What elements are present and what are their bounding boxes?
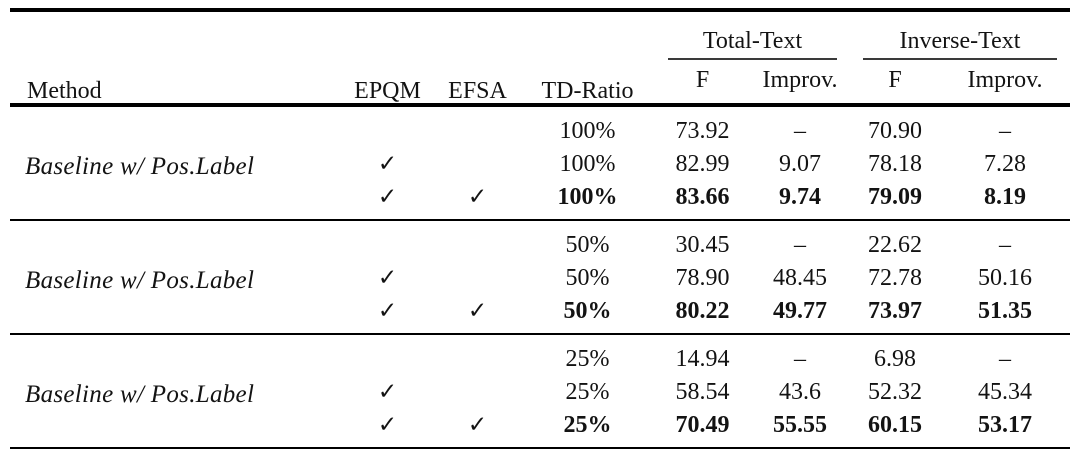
epqm-check: ✓ <box>377 265 398 290</box>
total-improv-cell: – <box>794 231 806 258</box>
group-td-25: Baseline w/ Pos.Label 25% 14.94 – 6.98 –… <box>10 334 1070 449</box>
epqm-check <box>340 105 435 147</box>
total-text-label: Total-Text <box>668 27 837 60</box>
inverse-text-label: Inverse-Text <box>863 27 1057 60</box>
epqm-check: ✓ <box>377 184 398 209</box>
total-improv-cell: 9.07 <box>779 150 821 177</box>
efsa-check <box>435 220 520 261</box>
inverse-improv-cell: 8.19 <box>984 183 1026 210</box>
total-f-cell: 82.99 <box>675 150 730 177</box>
total-f-cell: 83.66 <box>675 183 730 210</box>
col-group-total-text: Total-Text <box>655 10 850 60</box>
total-improv-cell: 43.6 <box>779 378 821 405</box>
total-improv-cell: 55.55 <box>773 411 827 438</box>
col-header-total-f: F <box>695 66 710 93</box>
col-header-efsa: EFSA <box>448 78 507 104</box>
total-f-cell: 70.49 <box>675 411 730 438</box>
td-ratio-cell: 25% <box>565 378 610 405</box>
td-ratio-cell: 25% <box>565 345 610 372</box>
col-group-inverse-text: Inverse-Text <box>850 10 1070 60</box>
td-ratio-cell: 25% <box>563 411 612 438</box>
td-ratio-cell: 50% <box>565 231 610 258</box>
table-row: Baseline w/ Pos.Label 50% 30.45 – 22.62 … <box>10 220 1070 294</box>
inverse-f-cell: 72.78 <box>868 264 922 291</box>
total-improv-cell: – <box>794 117 806 144</box>
table-row: Baseline w/ Pos.Label 25% 14.94 – 6.98 – <box>10 334 1070 407</box>
table-row: ✓ 100% 82.99 9.07 78.18 7.28 <box>10 147 1070 180</box>
inverse-f-cell: 70.90 <box>868 117 922 144</box>
epqm-check: ✓ <box>377 298 398 323</box>
td-ratio-cell: 50% <box>565 264 610 291</box>
inverse-f-cell: 78.18 <box>868 150 922 177</box>
table-row: ✓ 50% 78.90 48.45 72.78 50.16 <box>10 261 1070 294</box>
ablation-results-table: Method EPQM EFSA TD-Ratio Total-Text Inv… <box>10 8 1070 449</box>
col-header-inverse-f: F <box>888 66 902 93</box>
total-f-cell: 14.94 <box>675 345 730 372</box>
epqm-check <box>340 334 435 375</box>
td-ratio-cell: 100% <box>557 183 618 210</box>
td-ratio-cell: 100% <box>559 117 616 144</box>
method-cell: Baseline w/ Pos.Label <box>25 267 255 294</box>
efsa-check: ✓ <box>467 184 488 209</box>
inverse-f-cell: 79.09 <box>868 183 922 210</box>
total-improv-cell: 9.74 <box>779 183 821 210</box>
inverse-f-cell: 52.32 <box>868 378 922 405</box>
total-f-cell: 78.90 <box>675 264 730 291</box>
inverse-improv-cell: 53.17 <box>978 411 1032 438</box>
method-cell: Baseline w/ Pos.Label <box>25 381 255 408</box>
epqm-check: ✓ <box>377 379 398 404</box>
table-row: Baseline w/ Pos.Label 100% 73.92 – 70.90… <box>10 105 1070 180</box>
epqm-check: ✓ <box>377 151 398 176</box>
col-header-inverse-improv: Improv. <box>967 66 1043 93</box>
efsa-check <box>435 147 520 180</box>
efsa-check: ✓ <box>467 412 488 437</box>
inverse-improv-cell: 7.28 <box>984 150 1026 177</box>
inverse-f-cell: 22.62 <box>868 231 922 258</box>
col-header-method: Method <box>27 78 102 104</box>
inverse-f-cell: 60.15 <box>868 411 922 438</box>
total-improv-cell: 49.77 <box>773 297 827 324</box>
inverse-improv-cell: 50.16 <box>978 264 1032 291</box>
epqm-check: ✓ <box>377 412 398 437</box>
inverse-improv-cell: 51.35 <box>978 297 1032 324</box>
inverse-improv-cell: 45.34 <box>978 378 1032 405</box>
epqm-check <box>340 220 435 261</box>
efsa-check <box>435 375 520 408</box>
inverse-improv-cell: – <box>999 117 1011 144</box>
efsa-check <box>435 105 520 147</box>
total-f-cell: 73.92 <box>675 117 730 144</box>
group-td-50: Baseline w/ Pos.Label 50% 30.45 – 22.62 … <box>10 220 1070 334</box>
inverse-f-cell: 73.97 <box>868 297 922 324</box>
table-row-best: ✓ ✓ 50% 80.22 49.77 73.97 51.35 <box>10 294 1070 334</box>
table-row: ✓ 25% 58.54 43.6 52.32 45.34 <box>10 375 1070 408</box>
efsa-check <box>435 261 520 294</box>
total-improv-cell: 48.45 <box>773 264 827 291</box>
table-row-best: ✓ ✓ 25% 70.49 55.55 60.15 53.17 <box>10 408 1070 449</box>
td-ratio-cell: 100% <box>559 150 616 177</box>
col-header-total-improv: Improv. <box>762 66 838 93</box>
col-header-epqm: EPQM <box>354 78 421 104</box>
total-improv-cell: – <box>794 345 806 372</box>
inverse-improv-cell: – <box>999 345 1011 372</box>
td-ratio-cell: 50% <box>563 297 612 324</box>
inverse-f-cell: 6.98 <box>874 345 916 372</box>
table-header: Method EPQM EFSA TD-Ratio Total-Text Inv… <box>10 10 1070 105</box>
efsa-check: ✓ <box>467 298 488 323</box>
table-row-best: ✓ ✓ 100% 83.66 9.74 79.09 8.19 <box>10 180 1070 220</box>
total-f-cell: 58.54 <box>675 378 730 405</box>
total-f-cell: 80.22 <box>675 297 730 324</box>
total-f-cell: 30.45 <box>675 231 730 258</box>
inverse-improv-cell: – <box>999 231 1011 258</box>
efsa-check <box>435 334 520 375</box>
method-cell: Baseline w/ Pos.Label <box>25 153 255 180</box>
col-header-td-ratio: TD-Ratio <box>541 78 634 104</box>
group-td-100: Baseline w/ Pos.Label 100% 73.92 – 70.90… <box>10 105 1070 220</box>
